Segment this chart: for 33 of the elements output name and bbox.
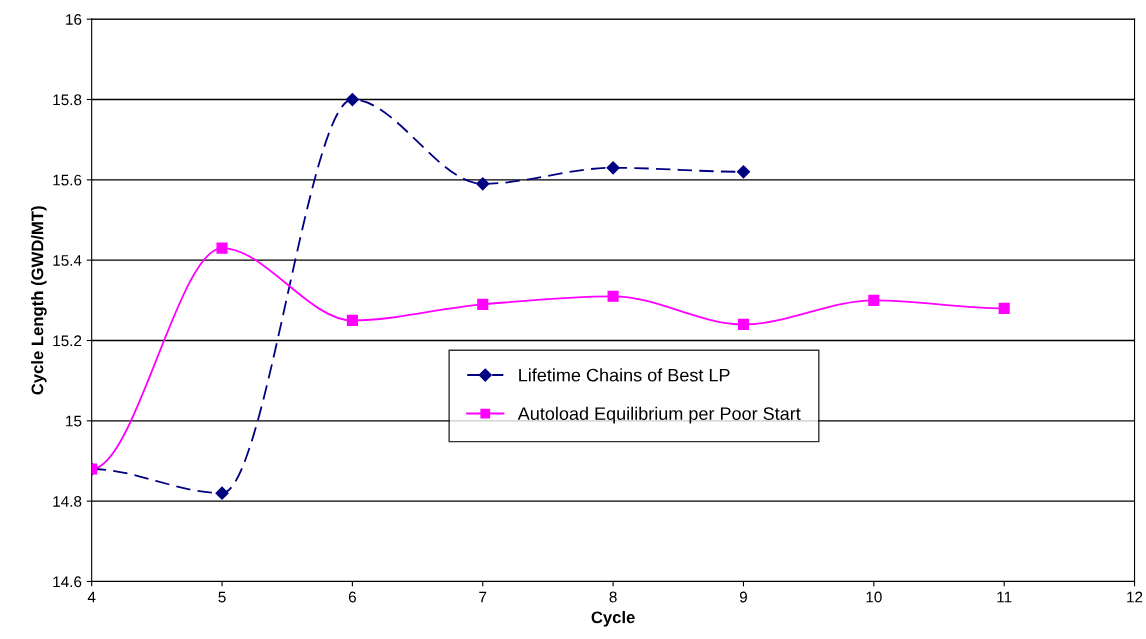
y-tick-label: 15.4: [53, 255, 82, 266]
x-tick-label: 5: [218, 591, 226, 603]
y-tick-label: 15.6: [53, 174, 82, 186]
x-tick-label: 10: [866, 591, 882, 603]
y-axis-title: Cycle Length (GWD/MT): [31, 206, 47, 395]
x-tick-label: 7: [479, 591, 487, 603]
x-tick-label: 6: [348, 591, 356, 603]
y-tick-label: 14.6: [53, 576, 82, 588]
x-tick-label: 12: [1127, 591, 1143, 603]
x-tick-label: 9: [739, 591, 747, 603]
point: [607, 290, 619, 302]
y-tick-label: 15.8: [53, 94, 82, 106]
y-tick-label: 14.8: [53, 496, 82, 507]
point: [998, 302, 1010, 314]
point: [736, 165, 751, 179]
point: [477, 298, 489, 310]
legend-label: Autoload Equilibrium per Poor Start: [517, 406, 801, 424]
y-tick-label: 15.2: [53, 335, 82, 347]
x-tick-label: 11: [997, 591, 1012, 603]
legend-label: Lifetime Chains of Best LP: [519, 368, 730, 382]
point: [215, 486, 229, 500]
point: [606, 161, 620, 175]
x-tick-label: 8: [609, 591, 617, 603]
point: [737, 318, 750, 330]
point: [476, 177, 490, 191]
point: [216, 242, 228, 254]
y-tick-label: 15: [66, 415, 82, 427]
y-tick-label: 16: [66, 14, 82, 25]
point: [345, 92, 359, 107]
x-tick-label: 4: [87, 591, 96, 603]
point: [346, 314, 358, 326]
point: [868, 294, 880, 306]
x-axis-title: Cycle: [591, 611, 635, 627]
